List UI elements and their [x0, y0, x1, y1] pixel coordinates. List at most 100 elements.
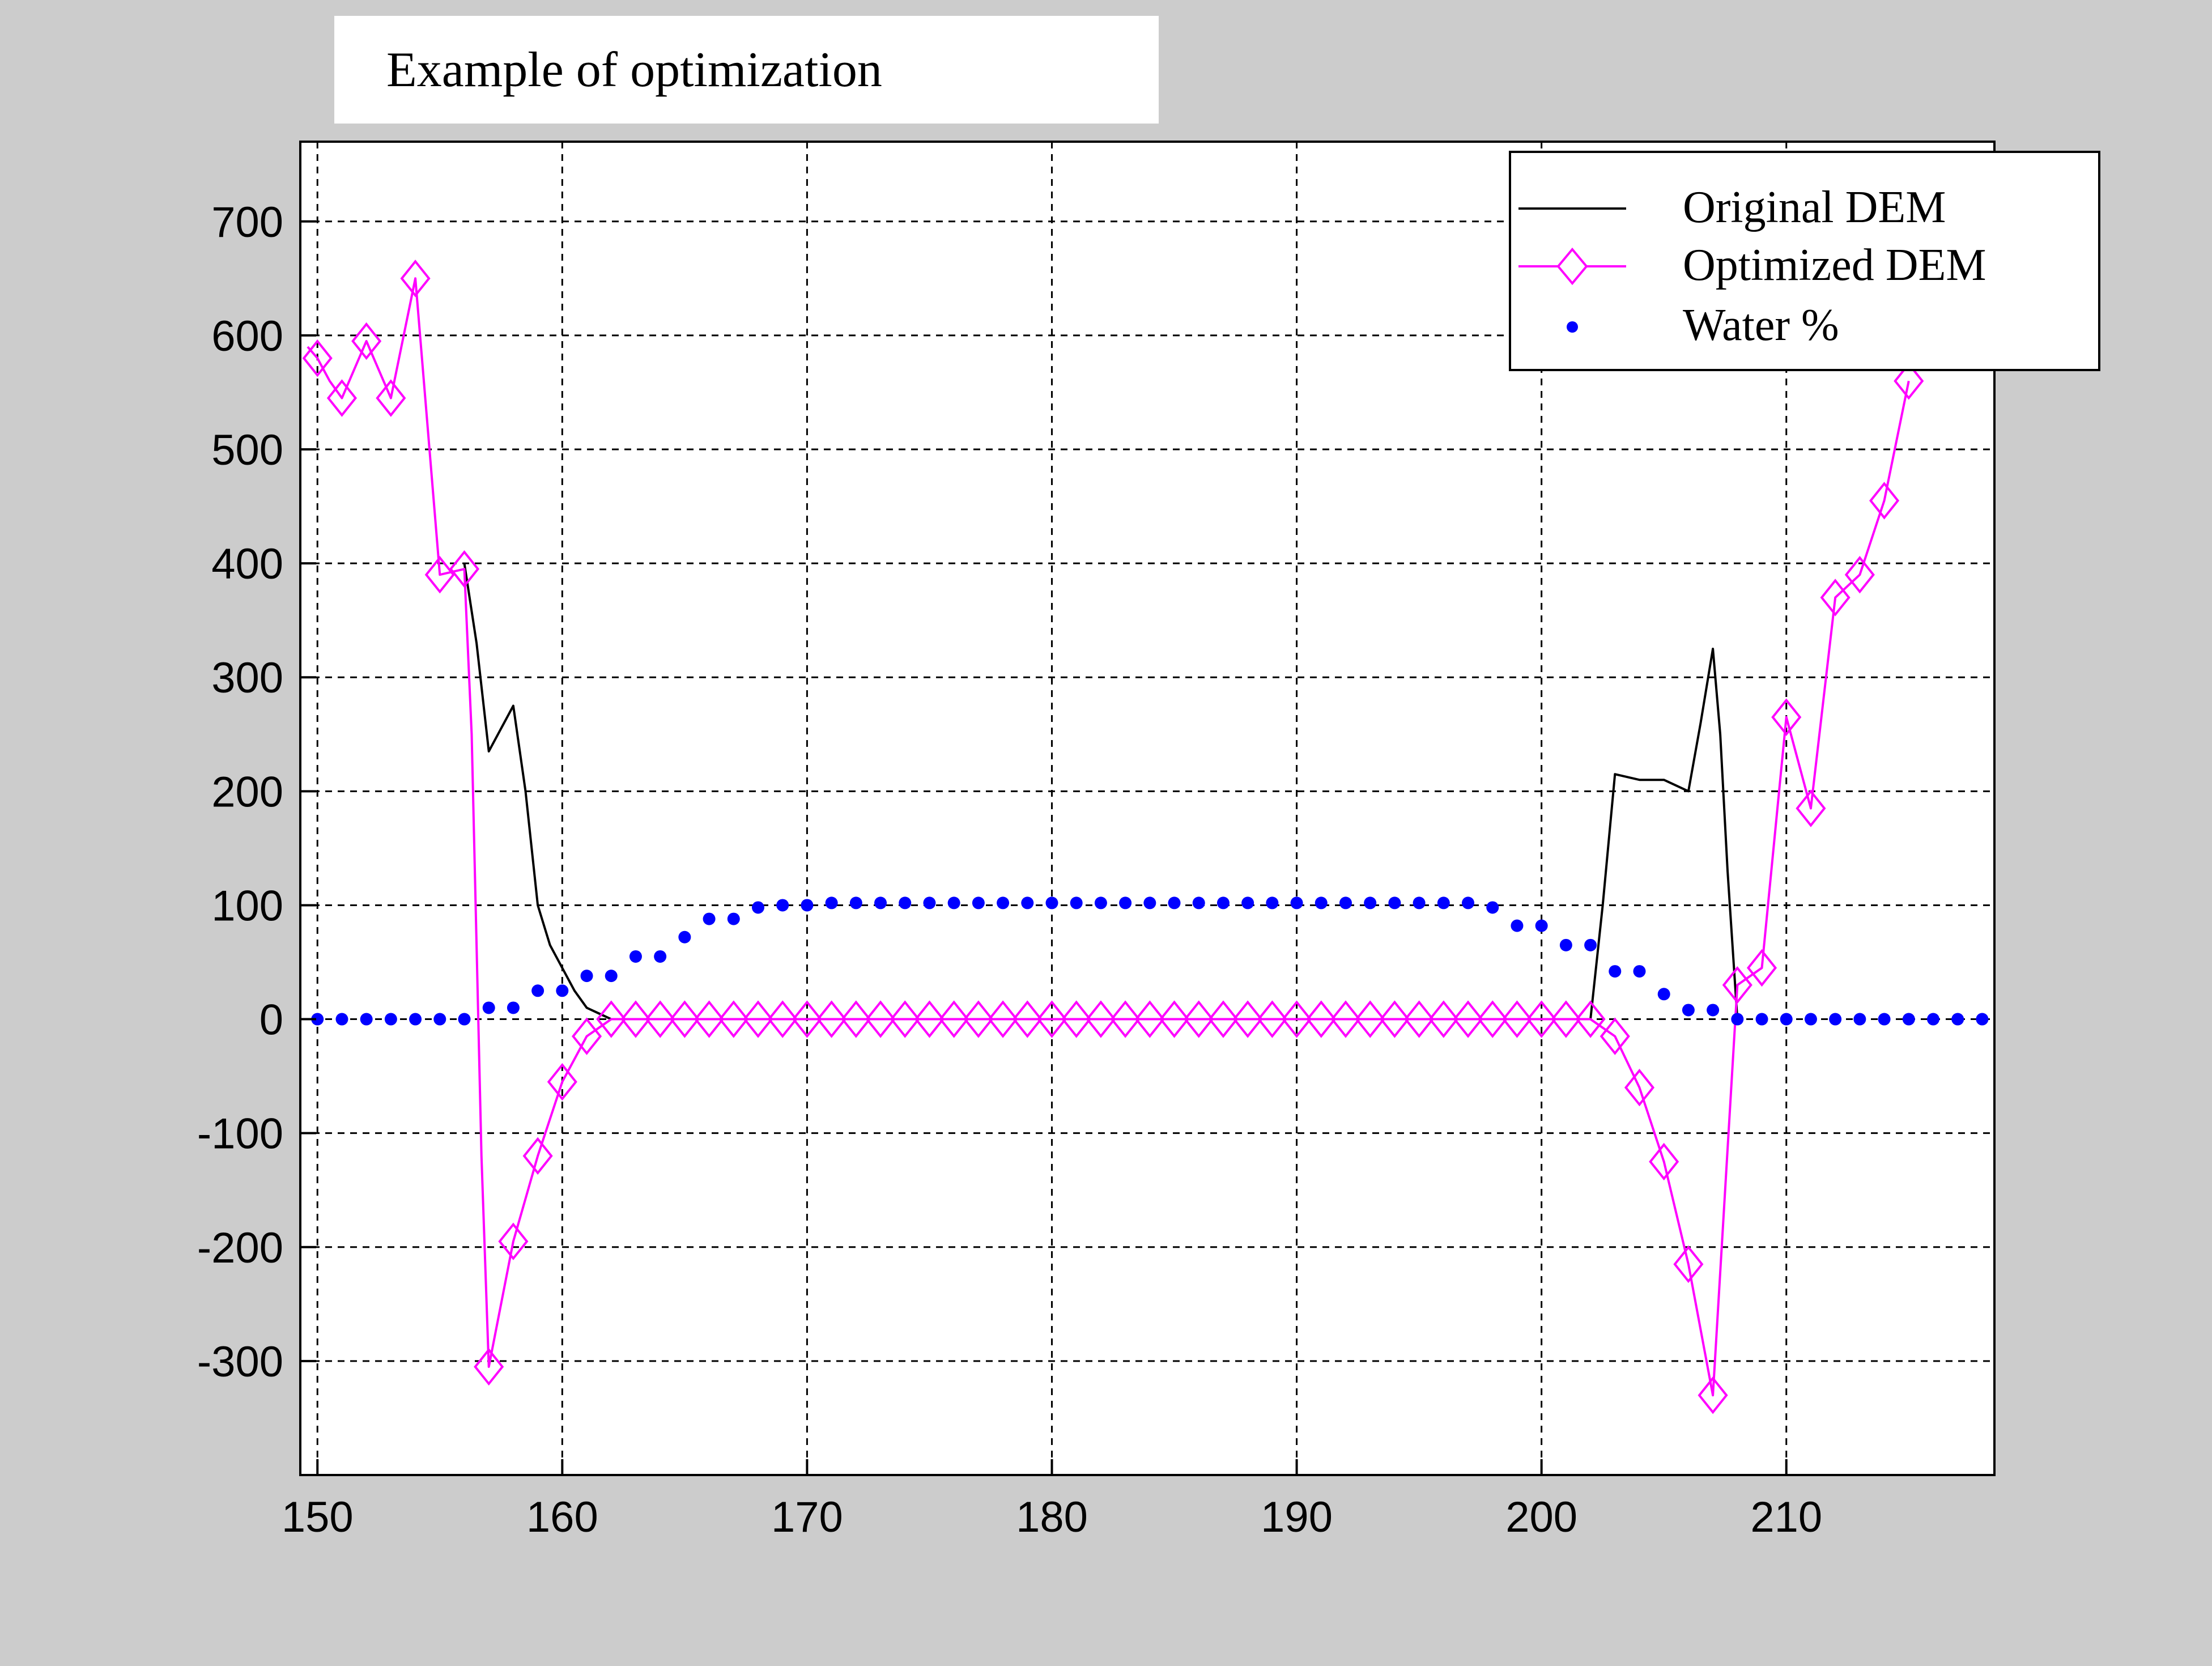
optimized-dem-point: [1869, 482, 1900, 520]
optimized-dem-point: [1257, 1000, 1287, 1038]
y-tick-label: 300: [211, 654, 283, 702]
water-point: [1168, 896, 1181, 910]
water-point: [1731, 1013, 1744, 1026]
water-point: [1437, 896, 1450, 910]
optimized-dem-point: [914, 1000, 945, 1038]
grid: [300, 142, 1994, 1475]
x-tick-label: 170: [771, 1493, 843, 1541]
y-tick-label: 100: [211, 882, 283, 930]
water-point: [1070, 896, 1083, 910]
water-point: [1388, 896, 1401, 910]
water-point: [1021, 896, 1034, 910]
y-tick-label: 700: [211, 198, 283, 246]
optimized-dem-point: [1722, 966, 1752, 1004]
water-point: [1707, 1004, 1720, 1017]
water-point: [1462, 896, 1475, 910]
optimized-dem-point: [645, 1000, 675, 1038]
optimized-dem-point: [718, 1000, 749, 1038]
water-point: [1951, 1013, 1964, 1026]
water-point: [384, 1013, 397, 1026]
ticks: 150 160 170 180 190 200 210 -300 -200 -100 0 100 200…: [197, 198, 1822, 1541]
x-tick-label: 190: [1261, 1493, 1333, 1541]
optimized-dem-point: [841, 1000, 871, 1038]
water-point: [801, 899, 814, 912]
water-point: [409, 1013, 422, 1026]
optimized-dem-point: [1306, 1000, 1337, 1038]
optimized-dem-point: [1796, 789, 1826, 827]
optimized-dem-point: [547, 1062, 577, 1101]
water-point: [1315, 896, 1328, 910]
optimized-dem-point: [1894, 362, 1924, 400]
x-tick-label: 210: [1750, 1493, 1822, 1541]
optimized-dem-point: [988, 1000, 1018, 1038]
optimized-dem-point: [522, 1137, 553, 1175]
water-point: [678, 930, 691, 944]
optimized-dem-point: [1355, 1000, 1385, 1038]
water-point: [629, 950, 642, 963]
optimized-dem-point: [1232, 1000, 1263, 1038]
optimized-dem-point: [1673, 1245, 1704, 1284]
optimized-dem-point: [1282, 1000, 1312, 1038]
water-point: [605, 970, 618, 983]
water-point: [776, 899, 789, 912]
legend-label-water: Water %: [1683, 300, 1839, 350]
water-point: [1094, 896, 1107, 910]
water-point: [849, 896, 862, 910]
optimized-dem-point: [1159, 1000, 1190, 1038]
optimized-dem-point: [1061, 1000, 1092, 1038]
water-point: [531, 984, 545, 997]
water-point: [703, 912, 716, 925]
optimized-dem-point: [376, 379, 406, 417]
optimized-dem-point: [620, 1000, 651, 1038]
optimized-dem-point: [449, 550, 480, 588]
legend-swatch-optimized-marker: [1556, 247, 1588, 286]
water-point: [947, 896, 960, 910]
water-point: [1486, 901, 1499, 914]
water-point: [580, 970, 593, 983]
water-point: [1143, 896, 1156, 910]
y-tick-label: -100: [197, 1110, 283, 1158]
optimized-dem-point: [1453, 1000, 1483, 1038]
water-point: [899, 896, 912, 910]
y-tick-label: -300: [197, 1338, 283, 1386]
water-point: [1559, 938, 1572, 951]
y-tick-label: 400: [211, 540, 283, 588]
optimized-dem-point: [792, 1000, 822, 1038]
optimized-dem-point: [571, 1017, 602, 1055]
optimized-dem-point: [1526, 1000, 1557, 1038]
optimized-dem-point: [669, 1000, 700, 1038]
water-point: [335, 1013, 348, 1026]
legend: Original DEM Optimized DEM Water %: [1509, 151, 2100, 371]
optimized-dem-point: [1184, 1000, 1214, 1038]
optimized-dem-point: [1600, 1017, 1630, 1055]
optimized-dem-point: [963, 1000, 994, 1038]
water-point: [433, 1013, 446, 1026]
water-point: [1192, 896, 1205, 910]
optimized-dem-point: [474, 1348, 504, 1386]
water-point: [1216, 896, 1230, 910]
optimized-dem-point: [1698, 1376, 1728, 1414]
water-point: [556, 984, 569, 997]
optimized-dem-point: [694, 1000, 725, 1038]
optimized-dem-point: [1110, 1000, 1141, 1038]
optimized-dem-point: [326, 379, 358, 417]
optimized-dem-point: [1649, 1142, 1679, 1181]
water-point: [825, 896, 838, 910]
y-tick-label: 500: [211, 426, 283, 474]
water-point: [1780, 1013, 1793, 1026]
optimized-dem-point: [1624, 1069, 1655, 1107]
water-point: [482, 1001, 495, 1014]
water-point: [1976, 1013, 1989, 1026]
optimized-dem-point: [1428, 1000, 1459, 1038]
water-point: [1926, 1013, 1939, 1026]
water-point: [727, 912, 740, 925]
water-point: [1657, 988, 1670, 1001]
water-point: [360, 1013, 373, 1026]
water-point: [1584, 938, 1597, 951]
water-point: [1290, 896, 1303, 910]
optimized-dem-point: [1404, 1000, 1435, 1038]
water-point: [1633, 965, 1646, 978]
optimized-dem-point: [816, 1000, 847, 1038]
optimized-dem-point: [1379, 1000, 1410, 1038]
x-tick-label: 160: [526, 1493, 598, 1541]
